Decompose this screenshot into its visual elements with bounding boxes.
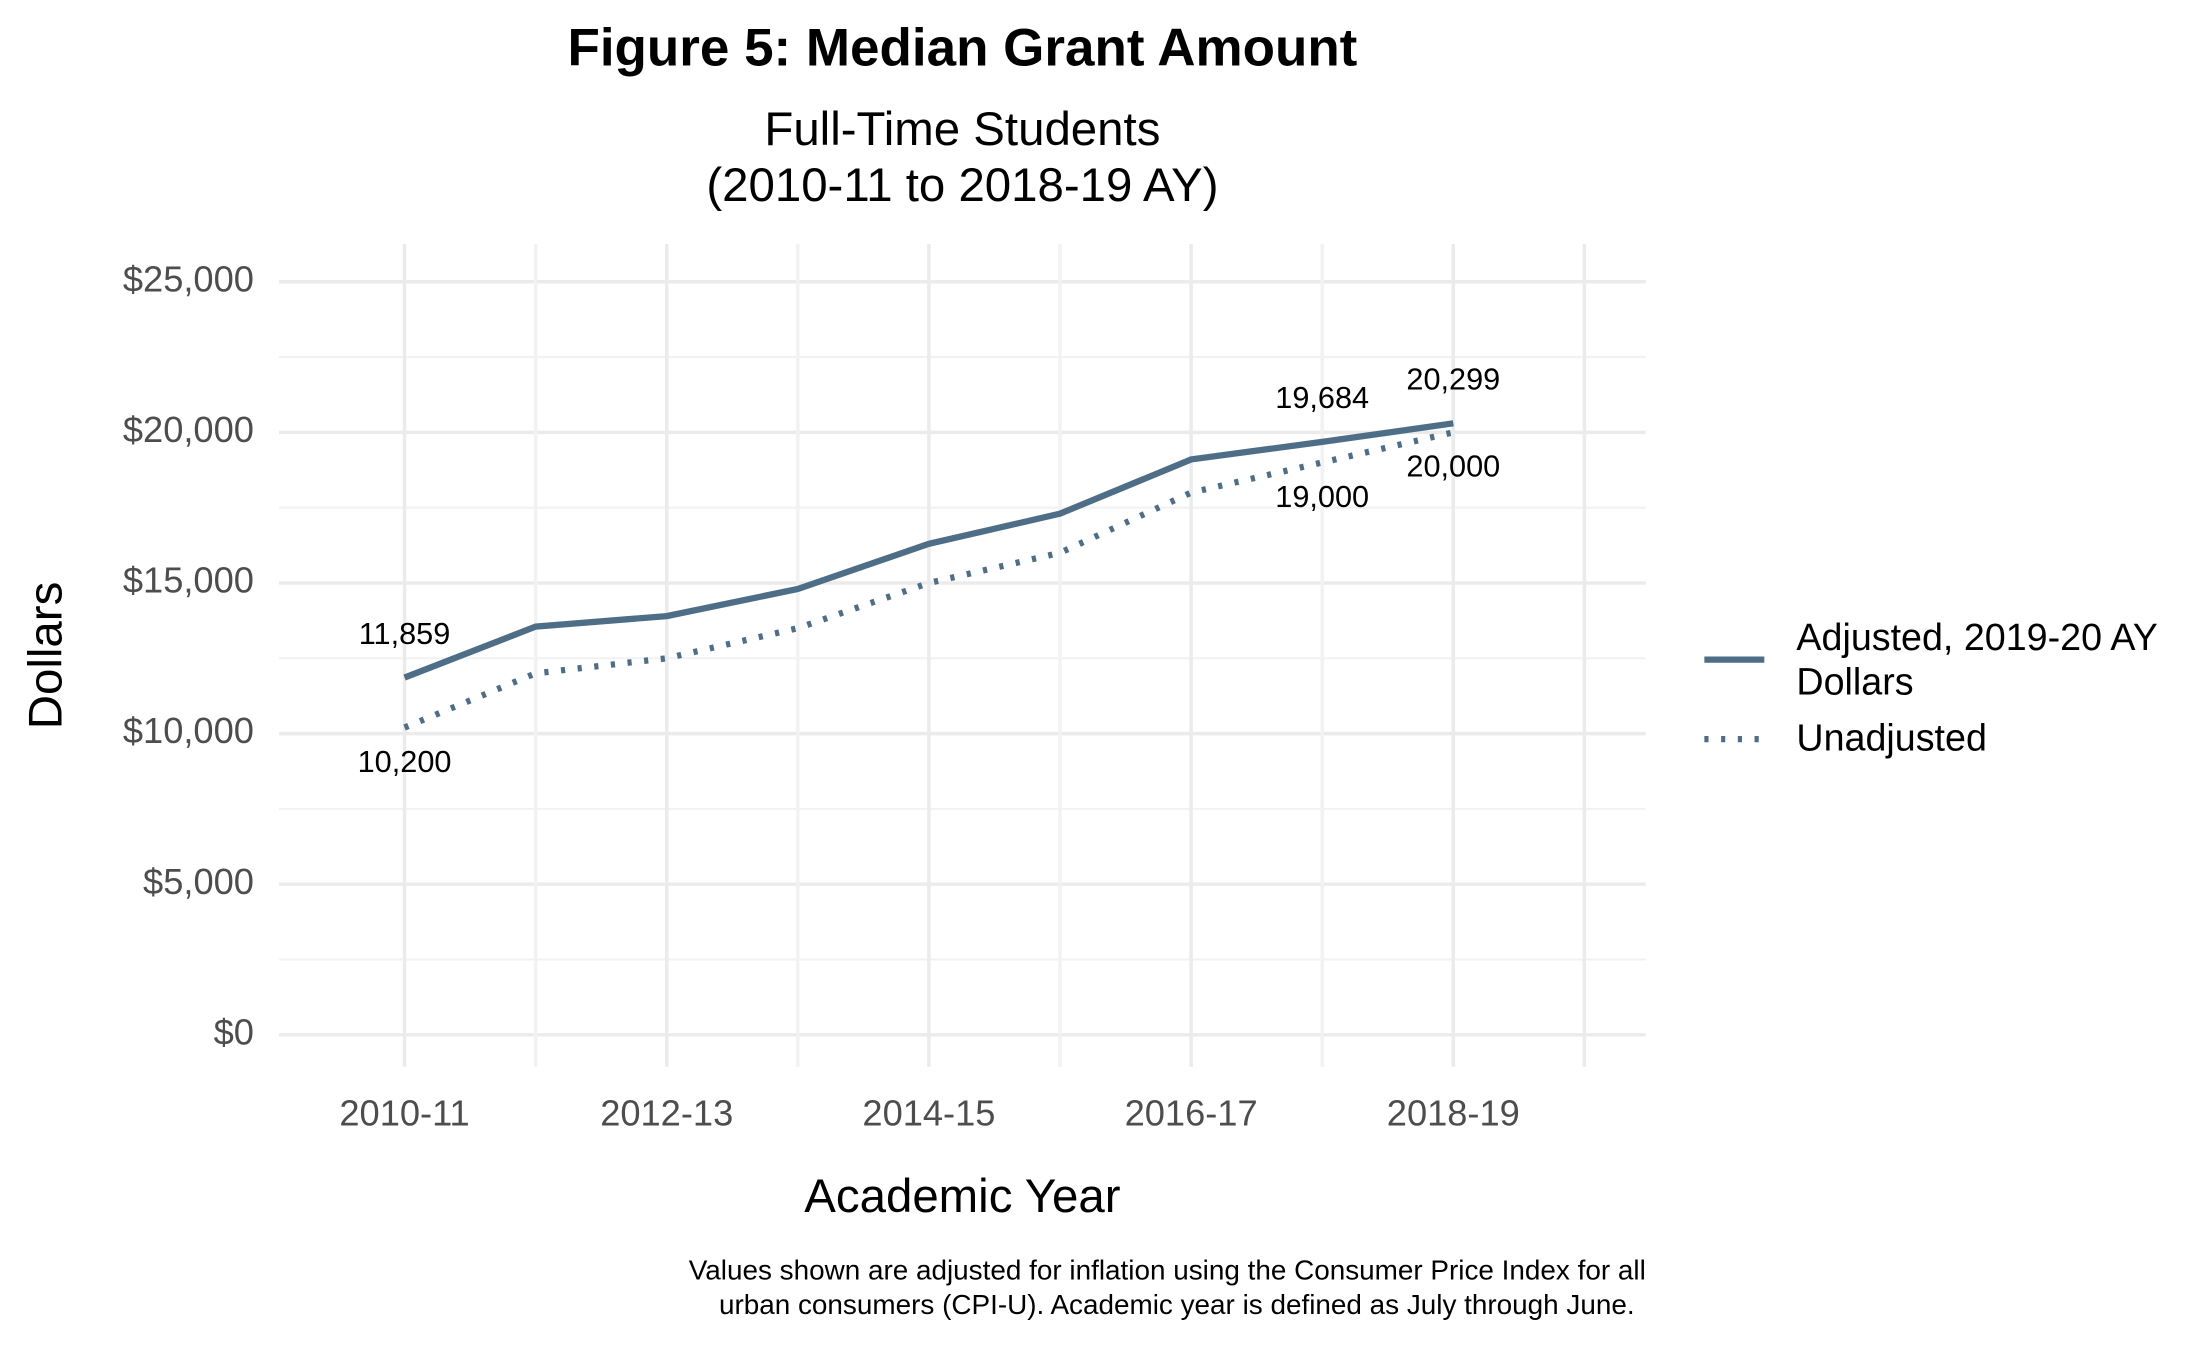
x-axis-title: Academic Year [804, 1170, 1120, 1223]
data-label: 19,000 [1275, 479, 1369, 514]
legend-label: Unadjusted [1796, 716, 1987, 759]
x-tick-label: 2016-17 [1125, 1092, 1258, 1133]
data-label: 20,000 [1406, 449, 1500, 484]
data-label: 11,859 [359, 616, 451, 651]
caption: urban consumers (CPI-U). Academic year i… [719, 1289, 1635, 1320]
x-tick-label: 2018-19 [1387, 1092, 1520, 1133]
y-tick-label: $20,000 [123, 409, 254, 450]
data-label: 10,200 [358, 744, 452, 779]
chart-subtitle: Full-Time Students [764, 103, 1160, 156]
series-line [403, 429, 1455, 731]
chart-title: Figure 5: Median Grant Amount [567, 19, 1357, 78]
y-tick-label: $0 [214, 1011, 254, 1052]
x-tick-label: 2014-15 [862, 1092, 995, 1133]
data-label: 20,299 [1406, 362, 1500, 397]
x-tick-label: 2012-13 [600, 1092, 733, 1133]
legend-label: Adjusted, 2019-20 AY Dollars [1796, 616, 2158, 703]
y-tick-label: $15,000 [123, 560, 254, 601]
plot: 11,859 19,684 20,299 10,200 19,000 20,000 [358, 362, 1501, 779]
series-line [403, 420, 1454, 681]
y-tick-label: $10,000 [123, 710, 254, 751]
legend-item: Adjusted, 2019-20 AY Dollars [1796, 616, 2158, 703]
legend: Adjusted, 2019-20 AY Dollars Unadjusted [1704, 616, 2158, 759]
y-tick-label: $25,000 [123, 258, 254, 299]
chart-subtitle: (2010-11 to 2018-19 AY) [706, 159, 1218, 212]
x-tick-label: 2010-11 [339, 1092, 469, 1133]
y-tick-label: $5,000 [143, 861, 254, 902]
y-axis-title: Dollars [19, 582, 72, 730]
legend-item: Unadjusted [1796, 716, 1987, 759]
caption: Values shown are adjusted for inflation … [689, 1254, 1646, 1285]
grid: $0 $5,000 $10,000 $15,000 $20,000 $25,000 2010… [123, 244, 1646, 1133]
data-label: 19,684 [1275, 380, 1369, 415]
